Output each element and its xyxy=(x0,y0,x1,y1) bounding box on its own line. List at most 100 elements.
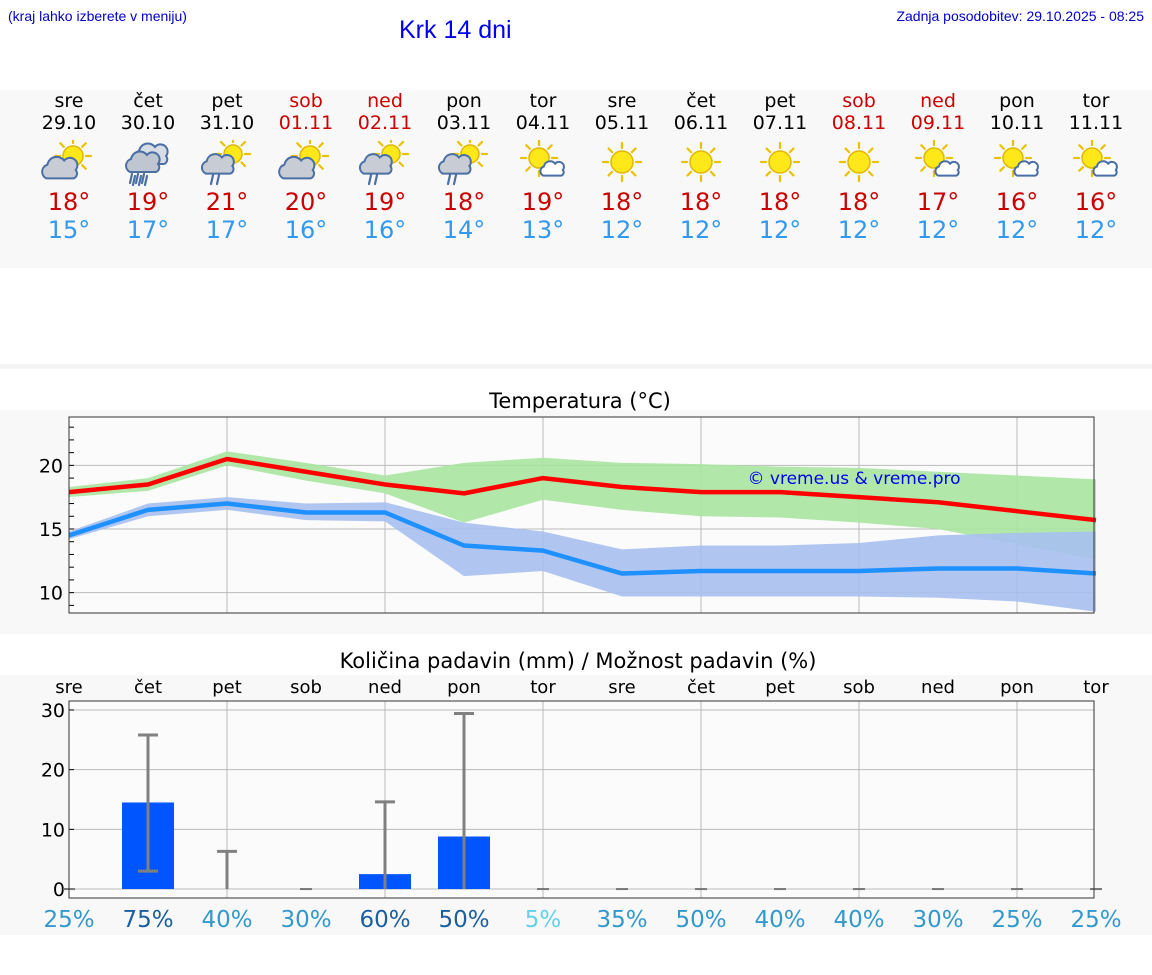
page-title: Krk 14 dni xyxy=(399,16,512,44)
max-temperature: 17° xyxy=(916,188,960,216)
y-tick-label: 15 xyxy=(39,519,63,541)
day-column: pet 07.11 18° 12° xyxy=(740,90,820,244)
day-name: pet xyxy=(764,90,796,112)
last-update: Zadnja posodobitev: 29.10.2025 - 08:25 xyxy=(896,8,1144,24)
min-temperature: 17° xyxy=(126,216,170,244)
min-temperature: 17° xyxy=(205,216,249,244)
day-date: 10.11 xyxy=(989,112,1045,134)
min-temperature: 12° xyxy=(600,216,644,244)
sun-small-cloud-icon xyxy=(519,140,565,178)
precipitation-probability: 40% xyxy=(833,907,884,933)
day-column: pon 10.11 16° 12° xyxy=(977,90,1057,244)
day-name: pet xyxy=(211,90,243,112)
min-temperature: 14° xyxy=(442,216,486,244)
day-column: čet 30.10 19° 17° xyxy=(108,90,188,244)
min-temperature: 13° xyxy=(521,216,565,244)
min-temperature: 12° xyxy=(758,216,802,244)
max-temperature: 18° xyxy=(837,188,881,216)
sun-cloud-rain-icon xyxy=(358,140,410,186)
min-temperature: 16° xyxy=(363,216,407,244)
day-name: sob xyxy=(289,90,323,112)
precipitation-probability: 50% xyxy=(438,907,489,933)
min-temperature: 16° xyxy=(284,216,328,244)
y-tick-label: 10 xyxy=(41,819,65,841)
day-name: ned xyxy=(367,90,403,112)
sun-icon xyxy=(601,141,643,183)
day-date: 30.10 xyxy=(120,112,176,134)
sun-icon xyxy=(838,141,880,183)
sun-cloud-rain-icon xyxy=(200,140,252,186)
min-temperature: 12° xyxy=(1074,216,1118,244)
precipitation-probability: 25% xyxy=(1070,907,1121,933)
plot-area xyxy=(69,701,1094,898)
day-name: pon xyxy=(999,90,1035,112)
day-column: tor 11.11 16° 12° xyxy=(1056,90,1136,244)
day-column: sre 29.10 18° 15° xyxy=(29,90,109,244)
temperature-chart: Temperatura (°C) 10 15 20 © vreme.us & vreme… xyxy=(39,389,1097,614)
y-tick-label: 30 xyxy=(41,700,65,722)
x-category-label: pet xyxy=(212,677,242,698)
max-temperature: 21° xyxy=(205,188,249,216)
x-category-label: ned xyxy=(368,677,402,698)
x-category-label: tor xyxy=(530,677,556,698)
x-category-label: pon xyxy=(1000,677,1034,698)
precipitation-probability: 75% xyxy=(122,907,173,933)
day-name: sob xyxy=(842,90,876,112)
sun-small-cloud-icon xyxy=(1072,140,1118,178)
day-date: 11.11 xyxy=(1068,112,1124,134)
precipitation-probability: 35% xyxy=(596,907,647,933)
day-column: čet 06.11 18° 12° xyxy=(661,90,741,244)
day-name: sre xyxy=(607,90,637,112)
y-tick-label: 10 xyxy=(39,583,63,605)
max-temperature: 18° xyxy=(679,188,723,216)
x-category-label: pet xyxy=(765,677,795,698)
sun-cloud-rain-icon xyxy=(437,140,489,186)
daily-forecast: sre 29.10 18° 15° čet 30.10 19° 17° pet 31.10 21° 1… xyxy=(0,90,1152,268)
precipitation-error-bar xyxy=(375,800,395,890)
x-category-label: čet xyxy=(134,677,162,698)
x-category-label: čet xyxy=(687,677,715,698)
precipitation-error-bar xyxy=(217,849,237,890)
max-temperature: 18° xyxy=(758,188,802,216)
day-column: ned 09.11 17° 12° xyxy=(898,90,978,244)
forecast-band xyxy=(0,90,1152,268)
day-date: 02.11 xyxy=(357,112,413,134)
min-temperature: 12° xyxy=(837,216,881,244)
day-column: pet 31.10 21° 17° xyxy=(187,90,267,244)
menu-hint: (kraj lahko izberete v meniju) xyxy=(8,8,187,24)
max-temperature: 19° xyxy=(363,188,407,216)
max-temperature: 16° xyxy=(1074,188,1118,216)
day-date: 31.10 xyxy=(199,112,255,134)
precipitation-error-bar xyxy=(138,733,158,873)
precipitation-chart: Količina padavin (mm) / Možnost padavin … xyxy=(41,649,1122,933)
day-name: tor xyxy=(1082,90,1110,112)
sun-small-cloud-icon xyxy=(993,140,1039,178)
x-category-label: sre xyxy=(608,677,635,698)
min-temperature-line xyxy=(68,501,1097,576)
max-temperature: 16° xyxy=(995,188,1039,216)
section-divider xyxy=(0,364,1152,369)
y-tick-label: 0 xyxy=(53,879,65,901)
x-category-label: pon xyxy=(447,677,481,698)
day-column: sre 05.11 18° 12° xyxy=(582,90,662,244)
day-column: sob 01.11 20° 16° xyxy=(266,90,346,244)
day-date: 03.11 xyxy=(436,112,492,134)
day-name: sre xyxy=(54,90,84,112)
day-name: pon xyxy=(446,90,482,112)
sun-small-cloud-icon xyxy=(914,140,960,178)
sun-cloud-icon xyxy=(278,140,330,180)
min-temperature: 12° xyxy=(916,216,960,244)
precipitation-probability: 40% xyxy=(201,907,252,933)
precipitation-probability: 30% xyxy=(912,907,963,933)
day-date: 05.11 xyxy=(594,112,650,134)
precipitation-probability: 25% xyxy=(43,907,94,933)
day-name: ned xyxy=(920,90,956,112)
plot-frame xyxy=(68,700,1095,899)
max-temperature: 18° xyxy=(600,188,644,216)
max-temperature-range-band xyxy=(69,451,1096,560)
min-temperature: 12° xyxy=(995,216,1039,244)
sun-icon xyxy=(680,141,722,183)
plot-frame xyxy=(68,416,1095,614)
max-temperature: 18° xyxy=(47,188,91,216)
sun-cloud-icon xyxy=(41,140,93,180)
